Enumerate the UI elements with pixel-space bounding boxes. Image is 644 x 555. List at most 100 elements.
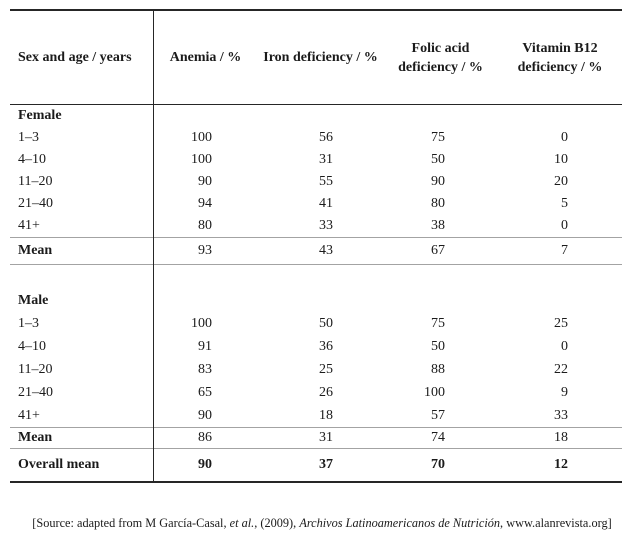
folic-value: 38 [431,218,445,233]
mean-label: Mean [18,430,53,445]
b12-overall-mean: 12 [554,457,568,472]
table-header-row: Sex and age / years Anemia / % Iron defi… [10,11,622,105]
iron-value: 36 [319,339,333,354]
anemia-value: 91 [198,339,212,354]
citation-et-al: et al. [229,516,255,530]
mean-row-male: Mean 86 31 74 18 [10,427,622,449]
anemia-mean: 86 [198,430,212,445]
mean-row-female: Mean 93 43 67 7 [10,237,622,265]
age-group-label: 21–40 [18,385,53,400]
b12-mean: 7 [561,243,568,258]
header-sex-age: Sex and age / years [18,49,132,65]
b12-value: 9 [561,385,568,400]
iron-overall-mean: 37 [319,457,333,472]
iron-mean: 31 [319,430,333,445]
b12-value: 33 [554,408,568,423]
anemia-value: 100 [191,152,212,167]
anemia-value: 90 [198,174,212,189]
citation-journal-name: Archivos Latinoamericanos de Nutrición [299,516,501,530]
overall-mean-row: Overall mean 90 37 70 12 [10,449,622,481]
folic-value: 88 [431,362,445,377]
table-row-male-4-10: 4–10 91 36 50 0 [10,335,622,358]
folic-mean: 74 [431,430,445,445]
mean-label: Mean [18,243,53,258]
anemia-mean: 93 [198,243,212,258]
section-label-male: Male [18,293,49,308]
header-b12-line2: deficiency / % [517,59,603,75]
anemia-value: 100 [191,316,212,331]
b12-value: 20 [554,174,568,189]
folic-value: 50 [431,152,445,167]
iron-value: 33 [319,218,333,233]
age-group-label: 41+ [18,408,40,423]
column-divider-line [153,11,154,481]
anemia-value: 90 [198,408,212,423]
folic-mean: 67 [431,243,445,258]
age-group-label: 11–20 [18,362,53,377]
iron-value: 18 [319,408,333,423]
age-group-label: 11–20 [18,174,53,189]
header-folic-line1: Folic acid [411,40,470,56]
folic-value: 100 [424,385,445,400]
deficiency-data-table: Sex and age / years Anemia / % Iron defi… [10,9,622,483]
table-row-male-21-40: 21–40 65 26 100 9 [10,381,622,404]
header-b12-line1: Vitamin B12 [522,40,598,56]
anemia-value: 83 [198,362,212,377]
b12-value: 22 [554,362,568,377]
age-group-label: 4–10 [18,152,46,167]
section-label-row-female: Female [10,105,622,127]
section-gap [10,265,622,289]
b12-value: 5 [561,196,568,211]
table-row-male-41plus: 41+ 90 18 57 33 [10,404,622,427]
table-row-female-4-10: 4–10 100 31 50 10 [10,149,622,171]
iron-value: 41 [319,196,333,211]
folic-value: 57 [431,408,445,423]
header-anemia: Anemia / % [169,50,242,65]
header-vitamin-b12-deficiency: Vitamin B12 deficiency / % [498,39,622,77]
iron-value: 31 [319,152,333,167]
age-group-label: 1–3 [18,316,39,331]
anemia-overall-mean: 90 [198,457,212,472]
citation-segment: , (2009), [254,516,300,530]
section-label-female: Female [18,108,62,123]
overall-mean-label: Overall mean [18,457,100,472]
folic-value: 75 [431,316,445,331]
source-citation: [Source: adapted from M García-Casal, et… [0,516,644,530]
iron-value: 26 [319,385,333,400]
age-group-label: 1–3 [18,130,39,145]
folic-value: 50 [431,339,445,354]
b12-value: 0 [561,339,568,354]
b12-mean: 18 [554,430,568,445]
age-group-label: 41+ [18,218,40,233]
citation-segment: [Source: adapted from M García-Casal, [32,516,230,530]
anemia-value: 94 [198,196,212,211]
b12-value: 0 [561,218,568,233]
b12-value: 0 [561,130,568,145]
iron-mean: 43 [319,243,333,258]
age-group-label: 4–10 [18,339,46,354]
age-group-label: 21–40 [18,196,53,211]
table-row-male-1-3: 1–3 100 50 75 25 [10,312,622,335]
anemia-value: 65 [198,385,212,400]
b12-value: 25 [554,316,568,331]
anemia-value: 80 [198,218,212,233]
header-iron-deficiency: Iron deficiency / % [263,50,378,65]
table-row-female-21-40: 21–40 94 41 80 5 [10,193,622,215]
header-folic-acid-deficiency: Folic acid deficiency / % [383,39,498,77]
header-folic-line2: deficiency / % [398,59,483,75]
table-row-male-11-20: 11–20 83 25 88 22 [10,358,622,381]
folic-value: 90 [431,174,445,189]
iron-value: 50 [319,316,333,331]
table-row-female-41plus: 41+ 80 33 38 0 [10,215,622,237]
section-label-row-male: Male [10,289,622,312]
anemia-value: 100 [191,130,212,145]
folic-overall-mean: 70 [431,457,445,472]
citation-segment: , www.alanrevista.org] [500,516,612,530]
table-row-female-11-20: 11–20 90 55 90 20 [10,171,622,193]
b12-value: 10 [554,152,568,167]
iron-value: 25 [319,362,333,377]
table-row-female-1-3: 1–3 100 56 75 0 [10,127,622,149]
folic-value: 75 [431,130,445,145]
iron-value: 56 [319,130,333,145]
iron-value: 55 [319,174,333,189]
